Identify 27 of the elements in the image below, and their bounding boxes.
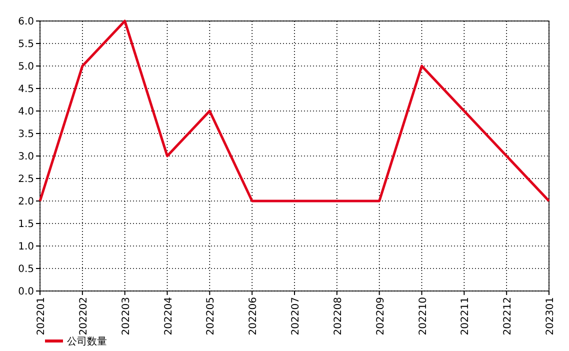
x-tick-label: 202206 [248, 297, 260, 336]
y-tick-label: 1.0 [18, 242, 34, 252]
x-tick-label: 202203 [120, 297, 132, 336]
legend-label: 公司数量 [67, 336, 107, 348]
y-tick-label: 1.5 [18, 219, 34, 230]
x-tick-label: 202204 [163, 297, 174, 336]
x-tick-label: 202205 [206, 297, 217, 336]
x-tick-label: 202207 [290, 297, 302, 336]
x-tick-label: 202211 [460, 297, 472, 336]
y-tick-label: 6.0 [18, 16, 34, 28]
y-tick-label: 2.0 [18, 196, 34, 208]
y-tick-label: 2.5 [18, 174, 34, 185]
y-tick-label: 3.0 [18, 152, 34, 162]
x-tick-label: 202301 [545, 297, 556, 336]
y-tick-label: 3.5 [18, 129, 34, 140]
x-tick-label: 202208 [332, 297, 344, 336]
x-tick-label: 202201 [36, 297, 47, 336]
x-tick-label: 202202 [78, 297, 90, 336]
x-tick-label: 202212 [502, 297, 514, 336]
y-tick-label: 4.5 [18, 84, 34, 95]
y-tick-label: 0.5 [18, 264, 34, 275]
x-tick-label: 202210 [418, 297, 429, 336]
y-tick-label: 5.0 [18, 62, 34, 72]
y-tick-label: 5.5 [18, 39, 34, 50]
y-tick-label: 0.0 [18, 286, 34, 298]
x-tick-label: 202209 [375, 297, 386, 336]
y-tick-label: 4.0 [18, 106, 34, 118]
